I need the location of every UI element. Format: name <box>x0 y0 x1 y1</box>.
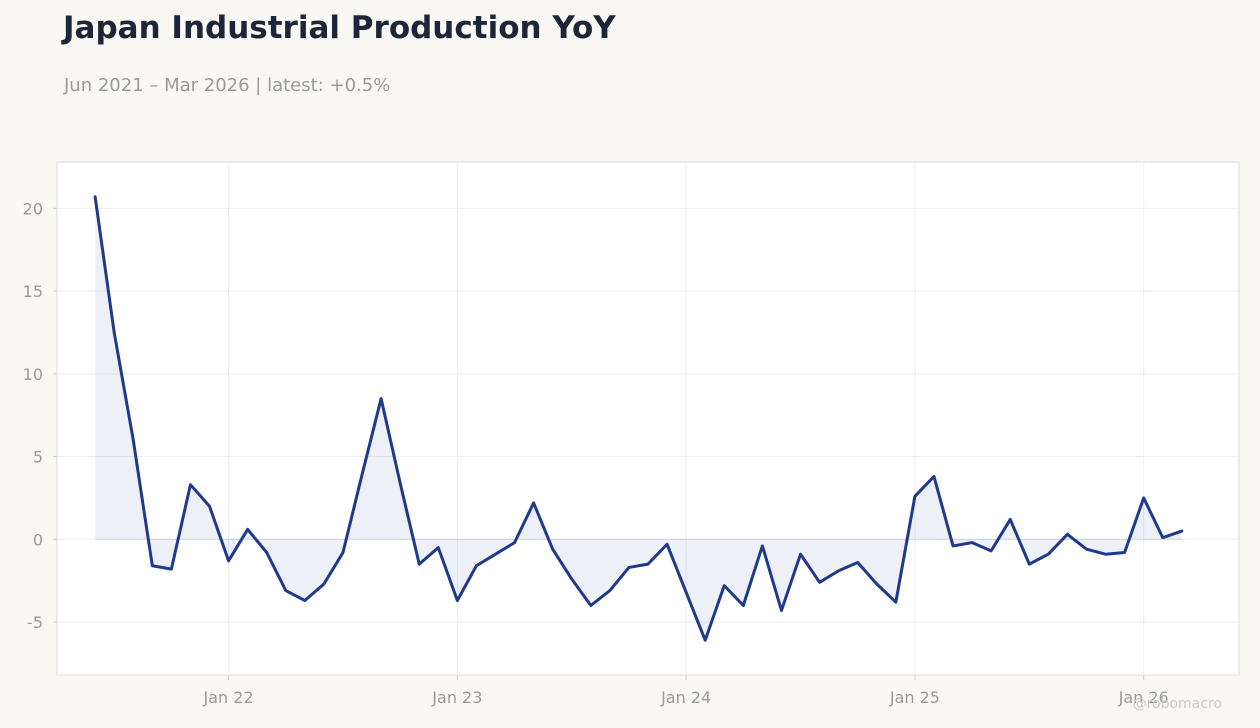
data-point <box>607 588 612 593</box>
data-point <box>760 543 765 548</box>
data-point <box>970 540 975 545</box>
data-point <box>93 194 98 199</box>
data-point <box>855 560 860 565</box>
data-point <box>512 540 517 545</box>
data-point <box>207 504 212 509</box>
data-point <box>455 598 460 603</box>
data-point <box>169 567 174 572</box>
y-tick-label: 20 <box>23 199 43 218</box>
data-point <box>722 583 727 588</box>
data-point <box>665 542 670 547</box>
data-point <box>931 474 936 479</box>
data-point <box>321 581 326 586</box>
y-tick-label: 0 <box>33 530 43 549</box>
data-point <box>550 547 555 552</box>
data-point <box>741 603 746 608</box>
data-point <box>493 552 498 557</box>
data-point <box>588 603 593 608</box>
chart-title: Japan Industrial Production YoY <box>63 10 616 46</box>
x-tick-label: Jan 24 <box>660 688 711 707</box>
data-point <box>417 562 422 567</box>
data-point <box>703 638 708 643</box>
data-point <box>1046 552 1051 557</box>
data-point <box>150 563 155 568</box>
data-point <box>836 568 841 573</box>
data-point <box>1141 495 1146 500</box>
watermark: @robomacro <box>1132 696 1222 712</box>
data-point <box>1084 547 1089 552</box>
data-point <box>302 598 307 603</box>
chart-subtitle: Jun 2021 – Mar 2026 | latest: +0.5% <box>64 75 391 96</box>
data-point <box>684 590 689 595</box>
data-point <box>283 588 288 593</box>
series-line-path <box>93 195 1184 642</box>
x-tick-label: Jan 25 <box>889 688 940 707</box>
data-point <box>1179 529 1184 534</box>
x-axis: Jan 22 Jan 23 Jan 24 Jan 25 Jan 26 <box>203 675 1169 707</box>
series-line <box>93 194 1184 643</box>
data-point <box>1065 532 1070 537</box>
y-tick-label: -5 <box>27 613 43 632</box>
y-tick-label: 10 <box>23 365 43 384</box>
data-point <box>398 481 403 486</box>
data-point <box>340 550 345 555</box>
data-point <box>569 577 574 582</box>
x-tick-label: Jan 26 <box>1118 688 1169 707</box>
data-point <box>989 548 994 553</box>
data-point <box>798 552 803 557</box>
data-point <box>646 562 651 567</box>
data-point <box>245 527 250 532</box>
y-tick-label: 5 <box>33 448 43 467</box>
data-point <box>226 558 231 563</box>
plot-area <box>56 161 1240 676</box>
data-point <box>360 472 365 477</box>
data-point <box>131 438 136 443</box>
data-point <box>912 494 917 499</box>
y-axis: -5 0 5 10 15 20 <box>23 199 57 632</box>
data-point <box>531 500 536 505</box>
x-tick-label: Jan 23 <box>431 688 482 707</box>
data-point <box>893 600 898 605</box>
data-point <box>264 550 269 555</box>
x-tick-label: Jan 22 <box>203 688 254 707</box>
data-point <box>626 565 631 570</box>
data-point <box>379 396 384 401</box>
data-point <box>188 482 193 487</box>
data-point <box>1008 517 1013 522</box>
y-tick-label: 15 <box>23 282 43 301</box>
data-point <box>874 581 879 586</box>
data-point <box>1027 562 1032 567</box>
data-point <box>474 563 479 568</box>
data-point <box>1160 535 1165 540</box>
data-point <box>779 608 784 613</box>
data-point <box>1122 550 1127 555</box>
data-point <box>436 545 441 550</box>
data-point <box>1103 552 1108 557</box>
data-point <box>951 543 956 548</box>
data-point <box>112 330 117 335</box>
data-point <box>817 580 822 585</box>
